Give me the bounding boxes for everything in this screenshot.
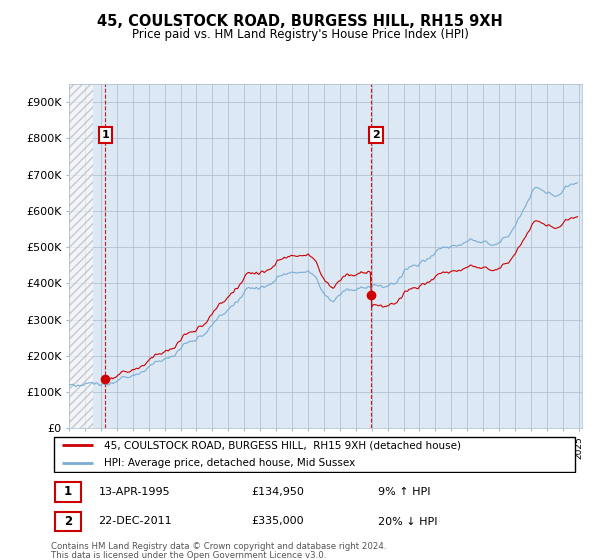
FancyBboxPatch shape	[55, 512, 80, 531]
Text: This data is licensed under the Open Government Licence v3.0.: This data is licensed under the Open Gov…	[51, 551, 326, 560]
Bar	[69, 84, 93, 428]
Text: £134,950: £134,950	[251, 487, 305, 497]
FancyBboxPatch shape	[53, 437, 575, 472]
Text: 2: 2	[64, 515, 72, 528]
Text: £335,000: £335,000	[251, 516, 304, 526]
Text: 13-APR-1995: 13-APR-1995	[98, 487, 170, 497]
Text: Price paid vs. HM Land Registry's House Price Index (HPI): Price paid vs. HM Land Registry's House …	[131, 28, 469, 41]
Text: 2: 2	[372, 130, 380, 140]
Text: Contains HM Land Registry data © Crown copyright and database right 2024.: Contains HM Land Registry data © Crown c…	[51, 542, 386, 550]
Text: 1: 1	[101, 130, 109, 140]
Text: 45, COULSTOCK ROAD, BURGESS HILL, RH15 9XH: 45, COULSTOCK ROAD, BURGESS HILL, RH15 9…	[97, 14, 503, 29]
Text: 1: 1	[64, 486, 72, 498]
Text: 22-DEC-2011: 22-DEC-2011	[98, 516, 172, 526]
Text: 20% ↓ HPI: 20% ↓ HPI	[379, 516, 438, 526]
Text: 45, COULSTOCK ROAD, BURGESS HILL,  RH15 9XH (detached house): 45, COULSTOCK ROAD, BURGESS HILL, RH15 9…	[104, 440, 461, 450]
Text: HPI: Average price, detached house, Mid Sussex: HPI: Average price, detached house, Mid …	[104, 458, 355, 468]
FancyBboxPatch shape	[55, 482, 80, 502]
Text: 9% ↑ HPI: 9% ↑ HPI	[379, 487, 431, 497]
